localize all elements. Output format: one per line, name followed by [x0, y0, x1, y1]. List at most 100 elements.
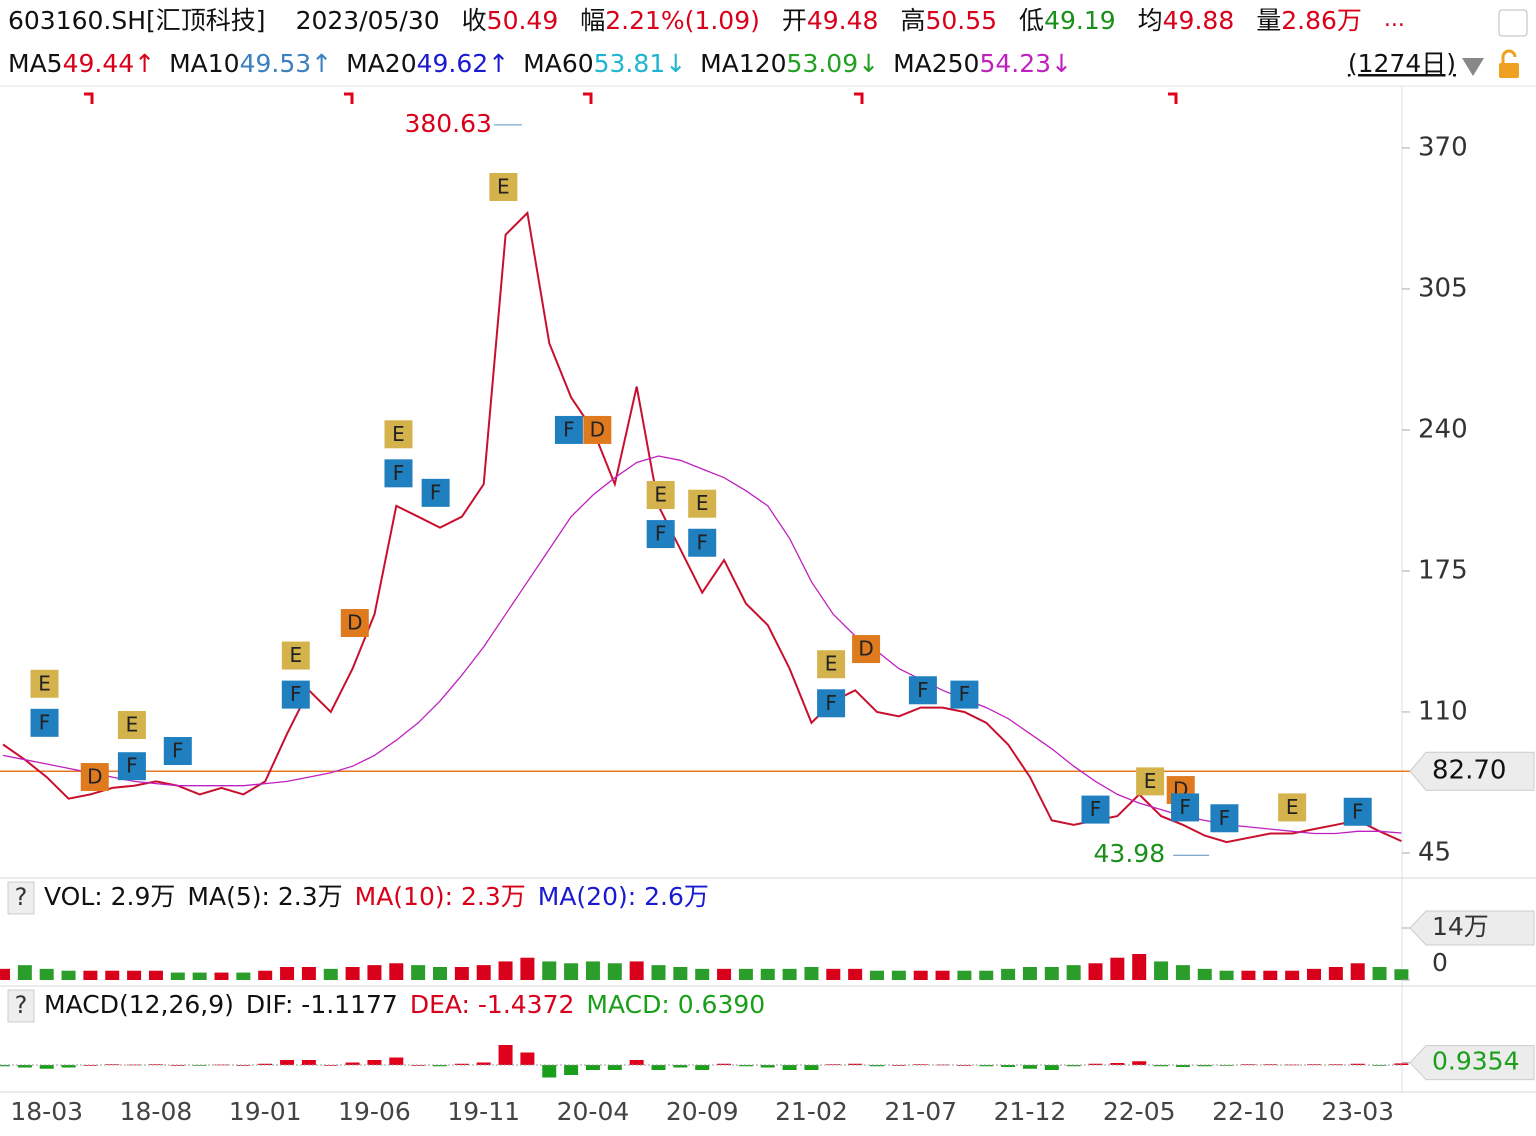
macd-bar — [564, 1065, 579, 1075]
quote-date: 2023/05/30 — [296, 6, 440, 35]
volume-bar — [1307, 968, 1321, 980]
event-marker — [583, 415, 612, 444]
event-label: E — [1286, 795, 1299, 819]
macd-bar — [280, 1060, 295, 1065]
item-value: 54.23↓ — [979, 49, 1072, 78]
macd-bar — [301, 1060, 316, 1065]
event-label: F — [290, 682, 302, 706]
macd-bar — [1044, 1065, 1059, 1070]
macd-bar — [192, 1065, 207, 1066]
y-tick-label: 240 — [1418, 414, 1468, 444]
event-label: F — [430, 480, 442, 504]
volume-bar — [826, 968, 841, 980]
item-value: 53.09↓ — [787, 49, 880, 78]
item-label: 收 — [462, 6, 487, 35]
macd-bar — [935, 1064, 950, 1066]
volume-bar — [1197, 968, 1212, 980]
event-label: F — [39, 710, 51, 734]
y-tick-label: 175 — [1418, 555, 1468, 585]
event-marker — [908, 676, 937, 705]
macd-bar — [127, 1064, 142, 1066]
header-item: MA6053.81↓ — [523, 49, 686, 78]
event-label: F — [655, 522, 667, 546]
event-marker — [117, 752, 146, 781]
event-label: F — [1219, 806, 1231, 830]
x-tick-label: 21-02 — [775, 1097, 848, 1126]
tick-box — [1409, 910, 1535, 946]
x-tick-label: 20-04 — [557, 1097, 630, 1126]
macd-bar — [760, 1065, 775, 1068]
x-tick-label: 21-07 — [884, 1097, 957, 1126]
macd-bar — [891, 1065, 906, 1066]
volume-bar — [760, 968, 775, 980]
volume-bar — [1285, 970, 1300, 980]
macd-bar — [39, 1065, 54, 1069]
x-tick-label: 18-08 — [120, 1097, 193, 1126]
event-label: E — [825, 652, 838, 676]
min-label: 43.98 — [1094, 839, 1166, 868]
event-marker — [117, 710, 146, 739]
macd-bar — [979, 1065, 994, 1067]
macd-bar — [323, 1065, 338, 1066]
item-label: 高 — [900, 6, 925, 35]
event-label: F — [1352, 799, 1364, 823]
item-label: 幅 — [580, 6, 605, 35]
volume-bar — [127, 970, 142, 980]
x-tick-label: 22-05 — [1103, 1097, 1176, 1126]
event-label: E — [126, 712, 139, 736]
macd-bar — [1001, 1065, 1016, 1067]
event-marker — [30, 669, 59, 698]
period-flags — [84, 92, 1178, 104]
event-label: F — [172, 739, 184, 763]
item-label: 低 — [1019, 6, 1044, 35]
event-label: F — [126, 754, 138, 778]
event-label: F — [917, 678, 929, 702]
volume-bar — [236, 972, 251, 980]
macd-bar — [236, 1065, 251, 1066]
wp-icon[interactable] — [1498, 9, 1528, 37]
help-label: ? — [15, 883, 28, 911]
volume-bar — [1394, 969, 1409, 980]
macd-bar — [782, 1065, 797, 1070]
item-label: 均 — [1138, 6, 1163, 35]
indicator-value: MACD(12,26,9) — [44, 990, 234, 1019]
event-label: D — [87, 765, 102, 789]
macd-bar — [1263, 1064, 1278, 1066]
event-marker — [489, 172, 518, 201]
volume-bar — [17, 965, 32, 980]
max-label: 380.63 — [404, 109, 491, 138]
help-button[interactable] — [7, 989, 35, 1023]
item-value: 49.53↑ — [240, 49, 333, 78]
macd-bar — [389, 1057, 404, 1065]
event-label: E — [1144, 769, 1157, 793]
volume-bar — [1022, 967, 1037, 980]
volume-bar — [782, 968, 797, 980]
macd-bar — [258, 1063, 273, 1065]
macd-bar — [673, 1065, 688, 1068]
item-label: MA20 — [346, 49, 416, 78]
event-label: E — [38, 671, 51, 695]
macd-bar — [83, 1065, 98, 1066]
macd-bar — [629, 1060, 644, 1065]
item-value: 49.44↑ — [63, 49, 156, 78]
event-marker — [688, 528, 717, 557]
volume-bar — [717, 968, 732, 980]
macd-bar — [433, 1065, 447, 1067]
event-marker — [1081, 795, 1110, 824]
help-button[interactable] — [7, 881, 35, 915]
lock-icon[interactable] — [1499, 63, 1519, 78]
macd-bar — [1350, 1063, 1365, 1065]
y-tick-label: 0.9354 — [1432, 1047, 1519, 1076]
item-label: 量 — [1256, 6, 1281, 35]
event-label: D — [347, 611, 362, 635]
price-level-box — [1409, 751, 1535, 791]
dropdown-arrow[interactable] — [1462, 58, 1484, 76]
volume-bar — [39, 968, 54, 980]
macd-bar — [607, 1065, 622, 1070]
macd-bar — [542, 1065, 557, 1078]
volume-bar — [433, 967, 447, 980]
event-marker — [384, 420, 413, 449]
volume-bar — [1001, 968, 1016, 980]
event-marker — [1210, 804, 1239, 833]
volume-bar — [1372, 967, 1387, 980]
